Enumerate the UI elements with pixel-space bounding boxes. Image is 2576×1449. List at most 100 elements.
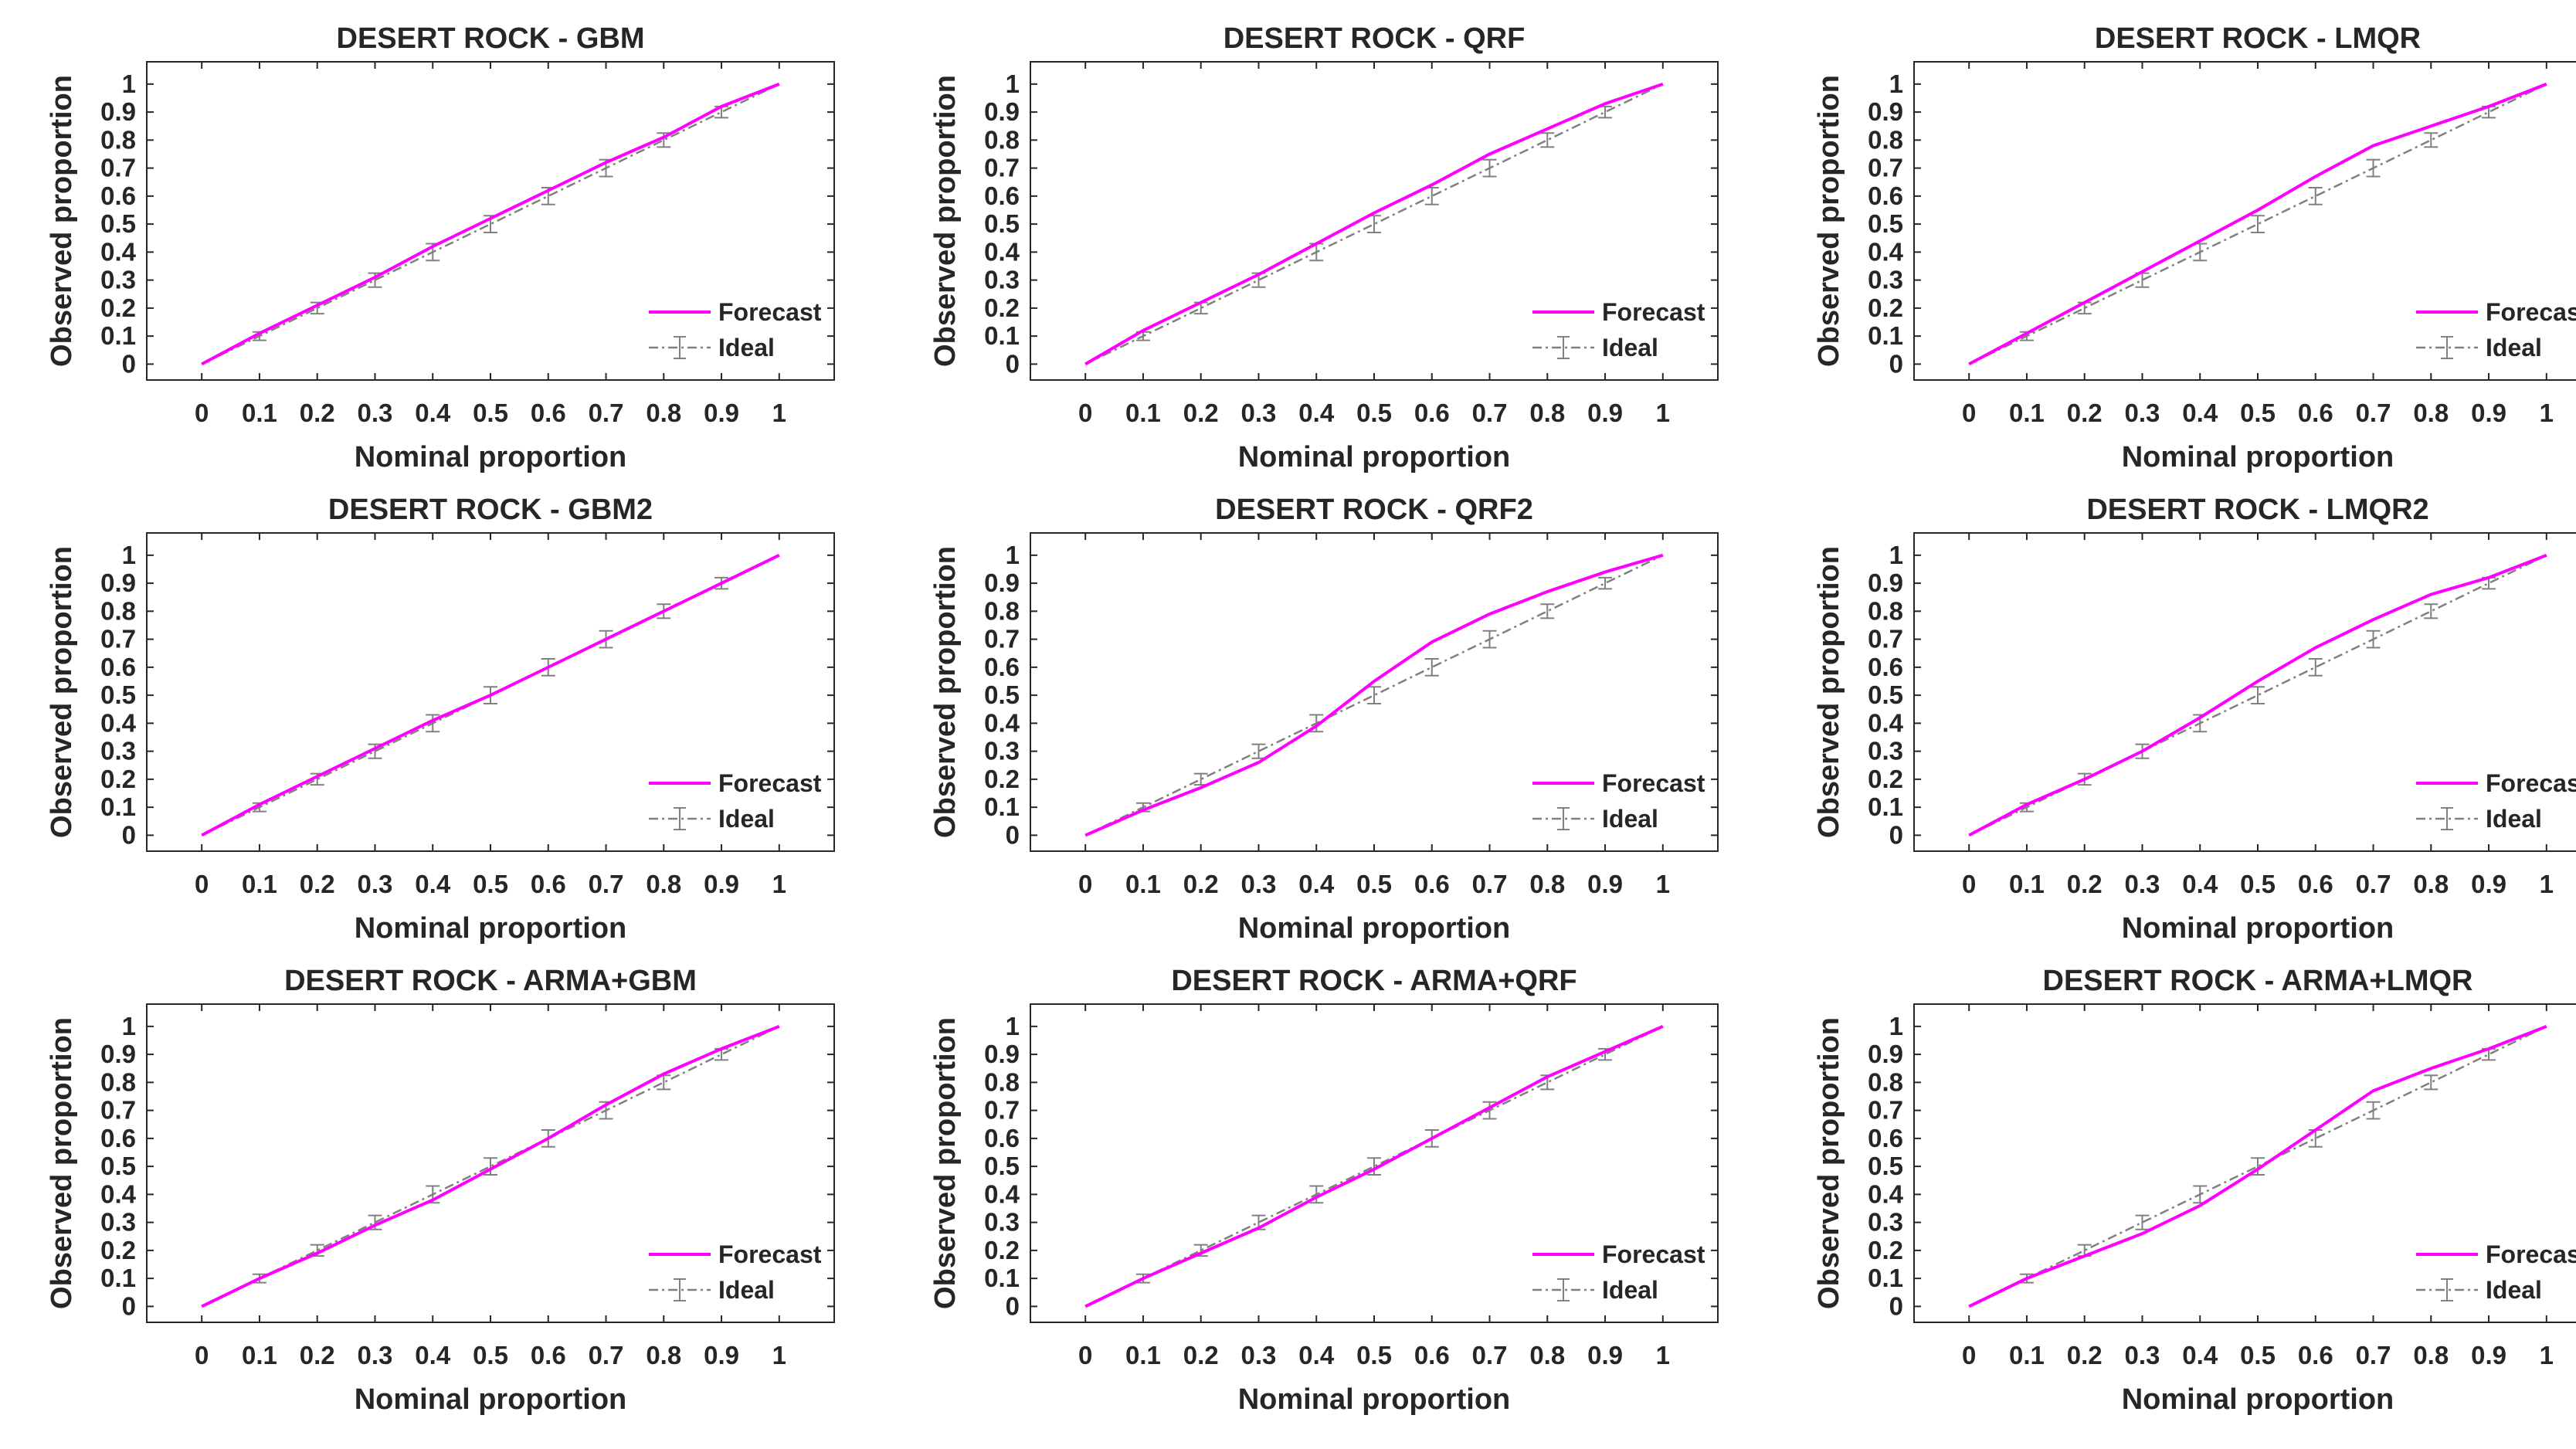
y-tick-label: 0.8 — [1868, 125, 1903, 154]
x-tick-label: 0.6 — [2298, 870, 2333, 898]
chart-title: DESERT ROCK - QRF2 — [1215, 494, 1533, 526]
y-axis-label: Observed proportion — [1813, 75, 1845, 367]
x-tick-label: 0.1 — [1125, 1341, 1161, 1369]
x-tick-label: 0.9 — [704, 1341, 739, 1369]
x-tick-label: 0.5 — [1356, 399, 1392, 427]
forecast-line — [1968, 82, 2547, 366]
y-tick-label: 0.5 — [100, 1152, 136, 1180]
x-tick-label: 0.8 — [2413, 399, 2449, 427]
x-tick-label: 0.7 — [589, 870, 624, 898]
y-tick-label: 0 — [1889, 1291, 1903, 1320]
y-tick-label: 0.4 — [1868, 1179, 1904, 1208]
y-tick-label: 0.7 — [984, 625, 1020, 653]
chart-title: DESERT ROCK - ARMA+QRF — [1171, 965, 1576, 997]
x-tick-label: 0.2 — [300, 870, 335, 898]
ideal-line — [1968, 1025, 2547, 1308]
x-tick-label: 0 — [195, 399, 209, 427]
forecast-line — [1084, 82, 1664, 366]
chart-title: DESERT ROCK - LMQR — [2095, 22, 2421, 55]
x-tick-label: 0.5 — [2240, 1341, 2276, 1369]
y-tick-label: 0.1 — [100, 1264, 136, 1292]
x-tick-label: 1 — [772, 399, 786, 427]
x-axis-label: Nominal proportion — [2122, 1383, 2394, 1416]
y-tick-label: 0.5 — [984, 680, 1020, 709]
x-tick-label: 0.4 — [1298, 399, 1335, 427]
x-tick-label: 0.3 — [358, 399, 393, 427]
y-tick-label: 0.3 — [984, 1208, 1020, 1237]
forecast-line — [201, 82, 780, 366]
legend-ideal-label: Ideal — [2486, 805, 2542, 833]
y-tick-label: 0.1 — [100, 321, 136, 350]
x-tick-label: 0.2 — [1183, 399, 1219, 427]
legend-ideal-label: Ideal — [718, 805, 775, 833]
x-tick-label: 0.3 — [1241, 1341, 1277, 1369]
y-tick-label: 0.4 — [984, 708, 1020, 737]
legend-forecast-label: Forecast — [1602, 769, 1705, 797]
x-tick-label: 0.7 — [2356, 870, 2391, 898]
y-tick-label: 1 — [122, 70, 136, 98]
y-tick-label: 0.2 — [100, 765, 136, 793]
y-tick-label: 0.8 — [984, 125, 1020, 154]
x-tick-label: 1 — [1656, 1341, 1670, 1369]
x-tick-label: 0 — [1962, 399, 1976, 427]
y-tick-label: 1 — [122, 1012, 136, 1040]
y-tick-label: 0.4 — [100, 1179, 137, 1208]
x-tick-label: 0.1 — [242, 870, 277, 898]
x-tick-label: 0.5 — [473, 1341, 508, 1369]
y-tick-label: 0 — [1006, 1291, 1020, 1320]
y-tick-label: 0.9 — [984, 1040, 1020, 1068]
y-tick-label: 1 — [1006, 70, 1020, 98]
x-tick-label: 0.9 — [2471, 870, 2506, 898]
x-axis-label: Nominal proportion — [355, 1383, 627, 1416]
y-tick-label: 0.8 — [100, 1067, 136, 1096]
x-tick-label: 0.7 — [589, 399, 624, 427]
y-tick-label: 0.3 — [100, 737, 136, 765]
y-tick-label: 0.5 — [100, 680, 136, 709]
x-tick-label: 0.7 — [1472, 1341, 1508, 1369]
y-tick-label: 0 — [1889, 820, 1903, 849]
legend-ideal-label: Ideal — [1602, 334, 1658, 361]
y-tick-label: 0.7 — [100, 154, 136, 182]
x-tick-label: 0.6 — [2298, 1341, 2333, 1369]
y-tick-label: 0.1 — [984, 1264, 1020, 1292]
y-tick-label: 0.4 — [100, 237, 137, 266]
legend-ideal-label: Ideal — [718, 334, 775, 361]
x-tick-label: 0 — [195, 870, 209, 898]
x-tick-label: 0.3 — [1241, 399, 1277, 427]
y-tick-label: 0.6 — [100, 653, 136, 681]
ideal-line — [1084, 554, 1664, 836]
x-tick-label: 0.5 — [473, 399, 508, 427]
y-tick-label: 0.7 — [1868, 154, 1903, 182]
x-tick-label: 0.5 — [2240, 870, 2276, 898]
y-axis-label: Observed proportion — [929, 1017, 962, 1309]
y-tick-label: 0.6 — [100, 182, 136, 210]
y-tick-label: 0.2 — [100, 1236, 136, 1264]
y-tick-label: 0.9 — [984, 568, 1020, 597]
y-tick-label: 0.6 — [100, 1124, 136, 1152]
x-tick-label: 0.9 — [2471, 399, 2506, 427]
legend-forecast-label: Forecast — [2486, 769, 2576, 797]
y-tick-label: 0.6 — [984, 1124, 1020, 1152]
y-axis-label: Observed proportion — [929, 546, 962, 838]
x-tick-label: 0.8 — [646, 1341, 681, 1369]
y-tick-label: 0.6 — [1868, 182, 1903, 210]
x-tick-label: 1 — [1656, 870, 1670, 898]
x-tick-label: 0 — [1078, 870, 1092, 898]
y-tick-label: 0 — [1006, 349, 1020, 378]
y-tick-label: 0 — [1006, 820, 1020, 849]
x-tick-label: 0.1 — [2009, 870, 2045, 898]
legend-ideal-label: Ideal — [1602, 805, 1658, 833]
x-tick-label: 0.5 — [473, 870, 508, 898]
y-tick-label: 0.5 — [1868, 209, 1903, 238]
x-tick-label: 1 — [2540, 1341, 2554, 1369]
ideal-line — [201, 1025, 780, 1308]
x-tick-label: 0.4 — [1298, 870, 1335, 898]
x-axis-label: Nominal proportion — [355, 441, 627, 473]
y-tick-label: 0 — [122, 1291, 136, 1320]
y-tick-label: 0.7 — [1868, 625, 1903, 653]
x-axis-label: Nominal proportion — [1238, 1383, 1511, 1416]
